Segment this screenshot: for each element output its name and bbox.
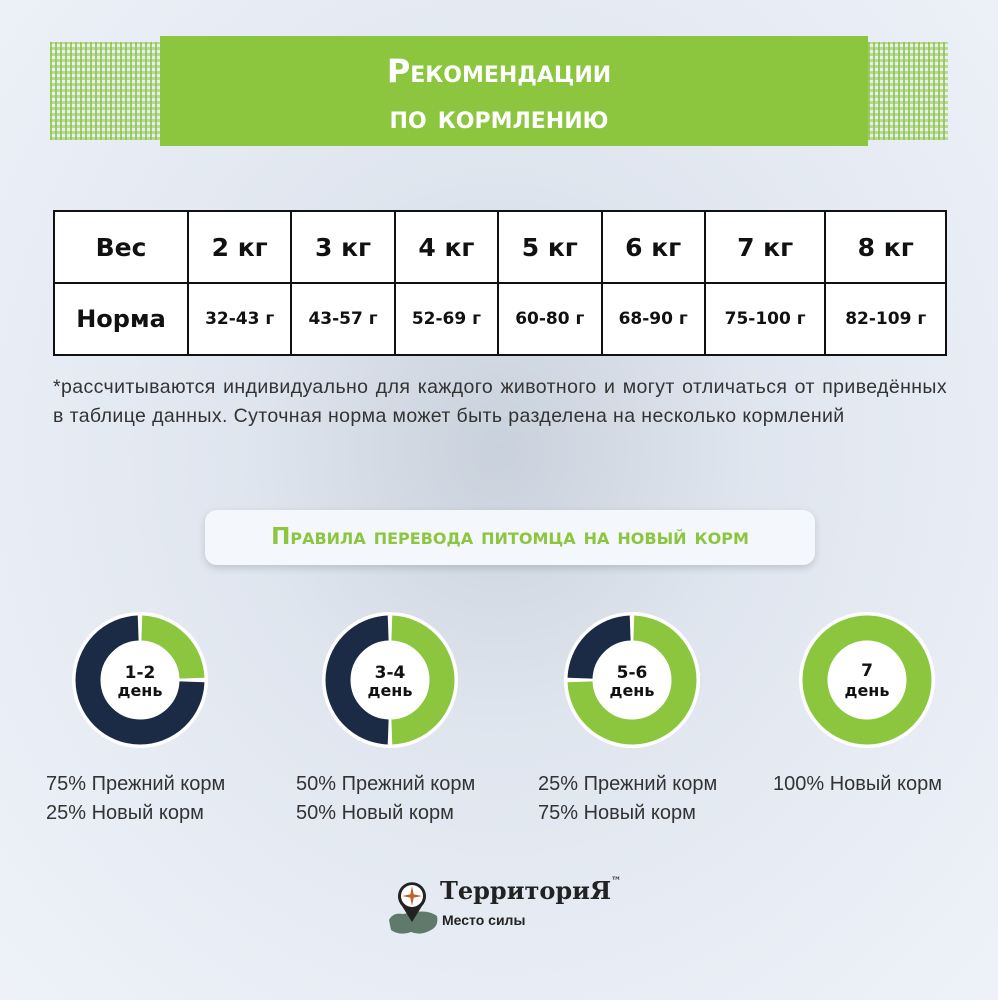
transition-step: 7 день 100% Новый корм <box>767 610 967 799</box>
day-number: 7 <box>861 661 873 681</box>
footnote: *рассчитываются индивидуально для каждог… <box>53 376 947 427</box>
logo-name: ТерриториЯ <box>440 876 612 905</box>
row-header: Норма <box>53 282 189 356</box>
compass-map-pin-icon <box>389 882 438 934</box>
day-word: день <box>118 681 163 700</box>
step-line-1: 100% Новый корм <box>773 773 942 795</box>
transition-step: 3-4 день 50% Прежний корм 50% Новый корм <box>290 610 490 828</box>
row-header: Вес <box>53 210 189 284</box>
brand-logo: ТерриториЯ™ Место силы <box>385 870 645 940</box>
donut-new-segment <box>802 615 932 745</box>
feeding-table: Вес 2 кг 3 кг 4 кг 5 кг 6 кг 7 кг 8 кг Н… <box>53 210 947 356</box>
title-banner: Рекомендации по кормлению <box>50 36 948 146</box>
step-line-2: 75% Новый корм <box>538 802 696 824</box>
step-line-1: 75% Прежний корм <box>46 773 226 795</box>
logo-tagline: Место силы <box>442 912 526 928</box>
table-row: Вес 2 кг 3 кг 4 кг 5 кг 6 кг 7 кг 8 кг <box>53 210 947 284</box>
donut-old-segment <box>75 615 205 745</box>
donut-old-segment <box>325 615 390 745</box>
day-word: день <box>610 681 655 700</box>
step-line-1: 25% Прежний корм <box>538 773 718 795</box>
step-line-1: 50% Прежний корм <box>296 773 476 795</box>
table-row: Норма 32-43 г 43-57 г 52-69 г 60-80 г 68… <box>53 282 947 356</box>
day-number: 3-4 <box>375 663 406 683</box>
day-number: 1-2 <box>125 663 156 683</box>
day-number: 5-6 <box>617 663 648 683</box>
step-line-2: 25% Новый корм <box>46 802 204 824</box>
page-title: Рекомендации по кормлению <box>386 52 612 136</box>
step-line-2: 50% Новый корм <box>296 802 454 824</box>
transition-step: 1-2 день 75% Прежний корм 25% Новый корм <box>40 610 240 828</box>
day-word: день <box>368 681 413 700</box>
donut-old-segment <box>567 615 632 680</box>
day-word: день <box>845 681 890 700</box>
donut-new-segment <box>567 615 697 745</box>
section-subtitle: Правила перевода питомца на новый корм <box>205 510 815 565</box>
donut-new-segment <box>140 615 205 680</box>
donut-new-segment <box>390 615 455 745</box>
transition-step: 5-6 день 25% Прежний корм 75% Новый корм <box>532 610 732 828</box>
